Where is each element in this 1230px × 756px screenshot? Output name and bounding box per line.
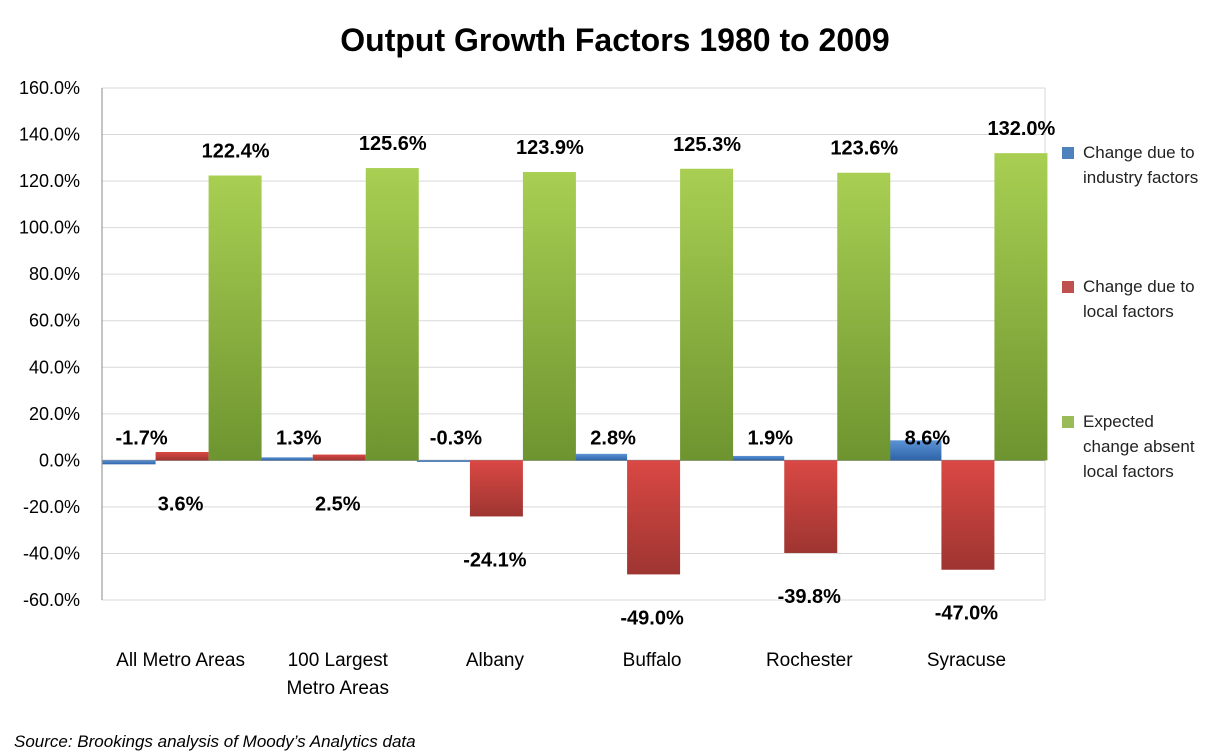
category-label: All Metro Areas — [116, 650, 245, 671]
data-label: -24.1% — [463, 549, 527, 571]
data-label: 125.3% — [673, 134, 741, 156]
y-tick-label: 100.0% — [19, 218, 80, 238]
bar — [627, 460, 681, 575]
bar — [784, 460, 838, 553]
data-label: 2.5% — [315, 493, 361, 515]
y-tick-label: 140.0% — [19, 125, 80, 145]
bar — [312, 454, 366, 461]
category-label: Syracuse — [927, 650, 1006, 671]
bar — [994, 153, 1048, 461]
category-label: 100 Largest — [288, 650, 389, 671]
bar — [837, 172, 891, 461]
bar — [941, 460, 995, 570]
y-tick-label: 160.0% — [19, 78, 80, 98]
data-label: 8.6% — [905, 427, 951, 449]
bar — [208, 175, 262, 461]
data-label: -0.3% — [430, 427, 482, 449]
y-tick-label: 60.0% — [29, 311, 80, 331]
data-labels: -1.7% 1.3% -0.3% 2.8% 1.9% 8.6% 3.6% 2.5% -24.1%… — [115, 118, 1055, 629]
y-tick-label: 80.0% — [29, 264, 80, 284]
axes: -60.0% -40.0% -20.0% 0.0% 20.0% 40.0% 60.0% 80.… — [19, 78, 1046, 699]
y-tick-label: 120.0% — [19, 171, 80, 191]
bars — [102, 153, 1048, 575]
legend-label: Change due to local factors — [1083, 277, 1195, 321]
category-label: Rochester — [766, 650, 853, 671]
data-label: 2.8% — [590, 427, 636, 449]
data-label: 123.9% — [516, 137, 584, 159]
y-tick-label: -40.0% — [23, 543, 80, 563]
legend-swatch — [1062, 281, 1074, 293]
data-label: 122.4% — [202, 141, 270, 163]
bar — [102, 460, 156, 465]
data-label: 132.0% — [987, 118, 1055, 140]
y-tick-label: 0.0% — [39, 450, 80, 470]
chart-title: Output Growth Factors 1980 to 2009 — [340, 22, 890, 58]
data-label: 3.6% — [158, 493, 204, 515]
category-label: Buffalo — [623, 650, 682, 671]
data-label: 1.3% — [276, 427, 322, 449]
category-label: Metro Areas — [287, 678, 389, 699]
y-tick-label: 40.0% — [29, 357, 80, 377]
bar — [259, 457, 313, 461]
bar — [888, 440, 942, 461]
bar — [680, 168, 734, 461]
bar — [155, 451, 209, 461]
data-label: -49.0% — [620, 607, 684, 629]
bar — [522, 172, 576, 461]
bar — [731, 455, 785, 461]
bar — [469, 460, 523, 517]
legend-swatch — [1062, 416, 1074, 428]
legend-label: Change due to industry factors — [1083, 143, 1199, 187]
data-label: -39.8% — [778, 586, 842, 608]
bar — [574, 453, 628, 461]
data-label: -47.0% — [935, 603, 999, 625]
bar — [416, 460, 470, 462]
data-label: 1.9% — [747, 427, 793, 449]
y-tick-label: -60.0% — [23, 590, 80, 610]
source-note: Source: Brookings analysis of Moody’s An… — [14, 732, 416, 751]
legend-label: Expected change absent local factors — [1083, 412, 1195, 481]
data-label: -1.7% — [115, 427, 167, 449]
data-label: 123.6% — [830, 138, 898, 160]
bar — [365, 168, 419, 461]
y-tick-label: 20.0% — [29, 404, 80, 424]
category-label: Albany — [466, 650, 525, 671]
legend-swatch — [1062, 147, 1074, 159]
data-label: 125.6% — [359, 133, 427, 155]
y-tick-label: -20.0% — [23, 497, 80, 517]
